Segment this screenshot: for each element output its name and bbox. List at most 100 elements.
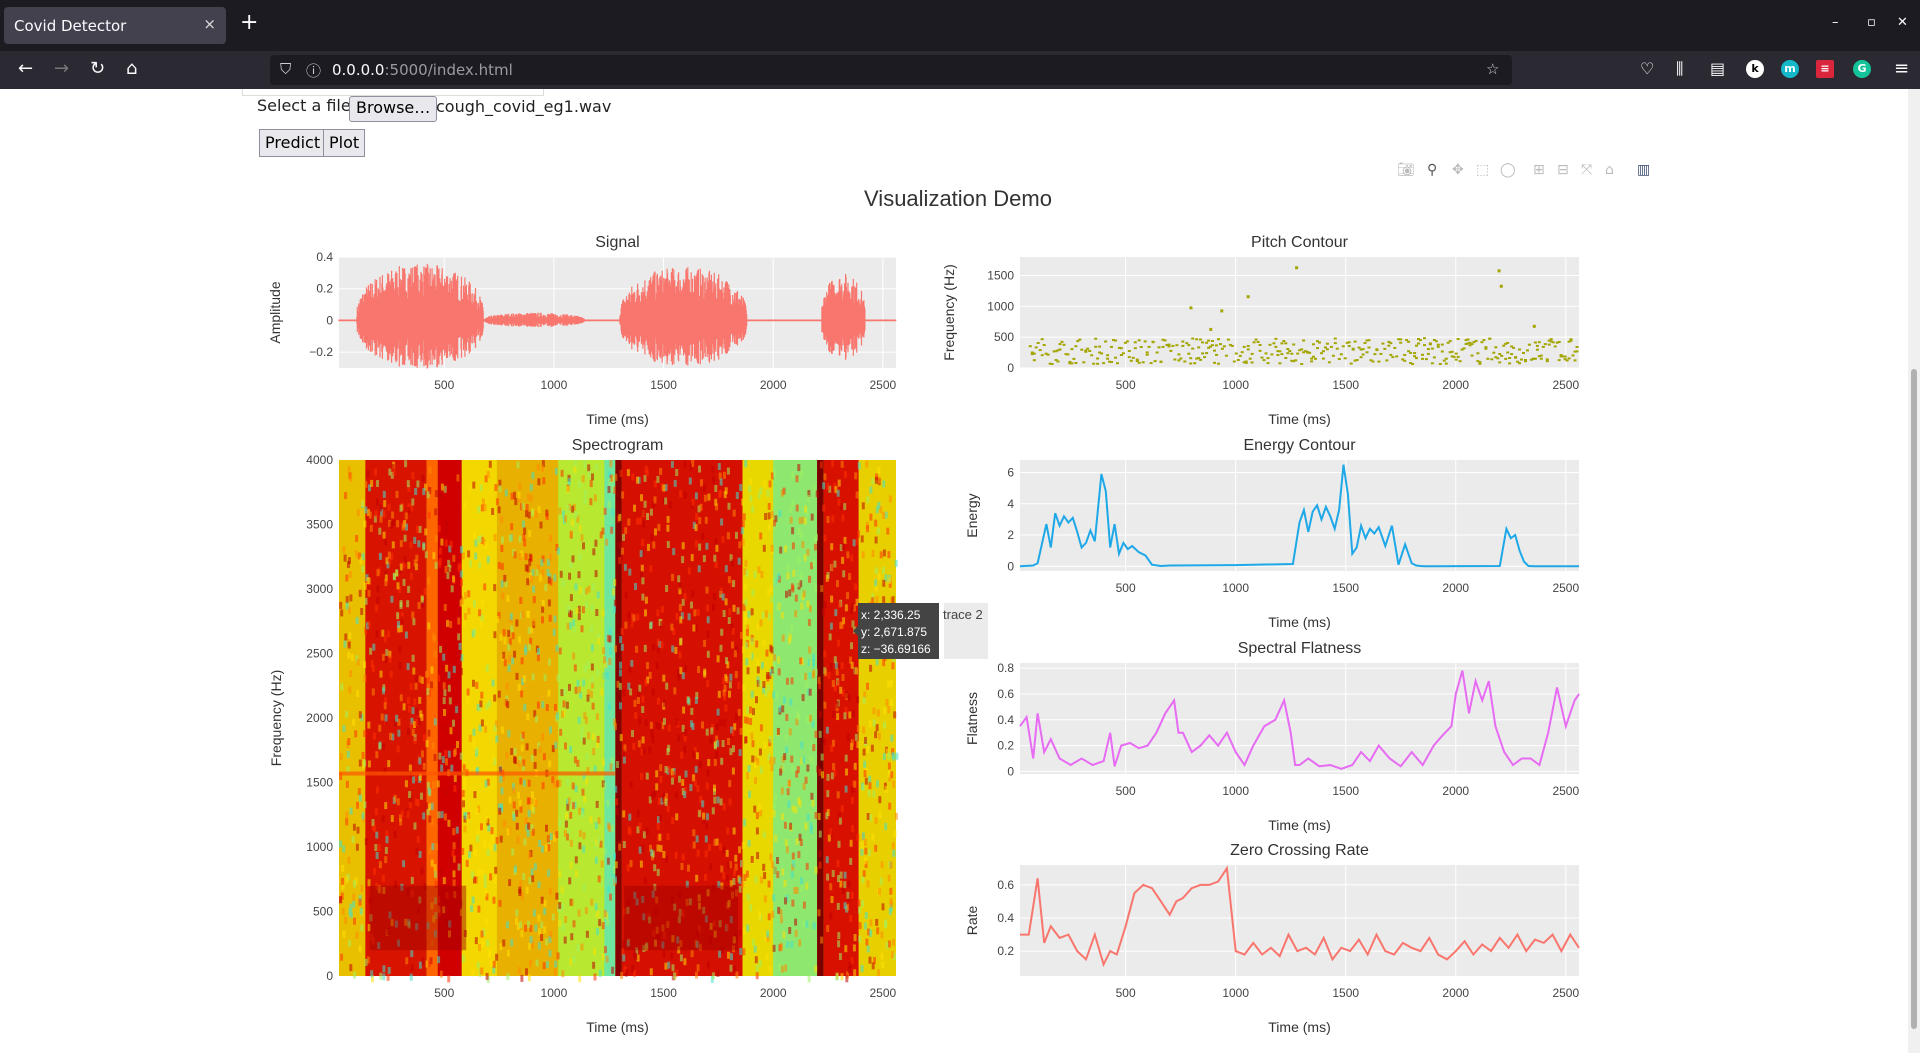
pitch-point	[1318, 341, 1321, 344]
menu-icon[interactable]: ≡	[1894, 58, 1910, 79]
heatmap-cell	[731, 767, 735, 775]
y-tick-label: 0.4	[997, 713, 1014, 727]
heatmap-cell	[770, 764, 774, 771]
minimize-button[interactable]: –	[1832, 15, 1839, 30]
page-info-icon[interactable]: ⓘ	[306, 62, 322, 80]
extension-k-icon[interactable]: k	[1746, 60, 1764, 78]
new-tab-button[interactable]: +	[240, 10, 259, 35]
page-scrollbar[interactable]	[1908, 89, 1920, 1053]
heatmap-cell	[358, 589, 362, 597]
extension-m-icon[interactable]: m	[1781, 60, 1799, 78]
sidebar-icon[interactable]: ▤	[1710, 59, 1726, 78]
heatmap-cell	[478, 609, 482, 617]
forward-arrow-icon[interactable]: →	[54, 58, 70, 79]
heatmap-cell	[537, 478, 541, 486]
heatmap-cell	[684, 665, 688, 673]
url-text[interactable]: 0.0.0.0:5000/index.html	[332, 61, 513, 79]
close-window-button[interactable]: ✕	[1897, 15, 1908, 30]
zoom-in-icon[interactable]: ⊞	[1533, 162, 1545, 178]
heatmap-cell	[666, 748, 670, 756]
pitch-point	[1215, 344, 1218, 347]
pocket-icon[interactable]: ♡	[1640, 59, 1655, 78]
heatmap-cell	[641, 736, 645, 744]
heatmap-cell	[729, 880, 733, 888]
plot-area[interactable]	[1020, 865, 1579, 976]
heatmap-cell	[602, 647, 606, 655]
heatmap-cell	[769, 853, 773, 861]
url-bar[interactable]: ⛉ ⓘ 0.0.0.0:5000/index.html ☆	[270, 55, 1512, 85]
heatmap-cell	[448, 545, 452, 553]
heatmap-cell	[877, 969, 880, 977]
tab-close-icon[interactable]: ×	[203, 15, 216, 33]
heatmap-cell	[356, 658, 360, 666]
heatmap-cell	[592, 548, 596, 556]
heatmap-cell	[584, 907, 588, 915]
heatmap-cell	[584, 587, 588, 595]
heatmap-cell	[606, 799, 610, 807]
zoom-out-icon[interactable]: ⊟	[1557, 162, 1569, 178]
back-arrow-icon[interactable]: ←	[18, 58, 34, 79]
heatmap-cell	[351, 836, 355, 843]
extension-todoist-icon[interactable]: ≡	[1816, 60, 1834, 78]
tooltip-z: z: −36.69166	[861, 642, 931, 656]
heatmap-cell	[643, 474, 647, 482]
heatmap-cell	[746, 667, 750, 675]
predict-button[interactable]: Predict	[259, 129, 327, 157]
restore-button[interactable]: ▫	[1867, 15, 1876, 30]
zoom-icon[interactable]: ⚲	[1427, 162, 1438, 178]
camera-icon[interactable]: 📷︎	[1397, 162, 1415, 178]
browser-tab[interactable]: Covid Detector ×	[4, 7, 226, 44]
heatmap-cell	[409, 722, 413, 730]
heatmap-cell	[636, 954, 640, 962]
heatmap-cell	[887, 770, 891, 778]
shield-icon[interactable]: ⛉	[280, 60, 292, 78]
heatmap-cell	[726, 827, 730, 835]
heatmap-cell	[457, 609, 461, 616]
heatmap-cell	[599, 840, 603, 848]
heatmap-cell	[646, 513, 649, 520]
reset-axes-icon[interactable]: ⌂	[1605, 162, 1614, 178]
pitch-point	[1559, 354, 1563, 357]
heatmap-cell	[478, 561, 482, 569]
heatmap-cell	[415, 708, 419, 715]
grammarly-icon[interactable]: G	[1853, 60, 1871, 78]
heatmap-cell	[480, 691, 484, 699]
heatmap-cell	[607, 886, 610, 894]
heatmap-cell	[475, 808, 479, 816]
pitch-point	[1549, 340, 1553, 343]
heatmap-cell	[506, 828, 510, 836]
pitch-point	[1331, 354, 1335, 357]
heatmap-cell	[844, 707, 848, 714]
heatmap-cell	[810, 792, 814, 800]
heatmap-cell	[474, 552, 478, 560]
pitch-point	[1294, 359, 1298, 362]
library-icon[interactable]: ⫼	[1676, 59, 1684, 78]
pitch-point	[1359, 348, 1363, 351]
heatmap-cell	[641, 695, 645, 703]
heatmap-cell	[339, 601, 343, 609]
bookmark-star-icon[interactable]: ☆	[1486, 60, 1500, 78]
plot-button[interactable]: Plot	[323, 129, 366, 157]
heatmap-cell	[782, 487, 786, 495]
plot-area[interactable]	[1020, 460, 1579, 571]
heatmap-cell	[452, 855, 456, 863]
heatmap-cell	[361, 499, 364, 507]
box-select-icon[interactable]: ⬚	[1476, 162, 1490, 178]
pan-icon[interactable]: ✥	[1452, 162, 1464, 178]
plotly-logo-icon[interactable]: ▥	[1637, 162, 1651, 178]
heatmap-cell	[579, 691, 583, 699]
heatmap-cell	[826, 873, 830, 881]
browse-button[interactable]: Browse…	[349, 96, 438, 122]
scrollbar-thumb[interactable]	[1911, 369, 1917, 1029]
heatmap-cell	[749, 495, 753, 503]
heatmap-cell	[751, 939, 755, 946]
heatmap-cell	[812, 559, 816, 567]
lasso-icon[interactable]: ◯	[1500, 162, 1516, 178]
plot-area[interactable]	[1020, 257, 1579, 368]
heatmap-cell	[374, 844, 378, 851]
home-icon[interactable]: ⌂	[126, 58, 138, 79]
heatmap-cell	[413, 822, 417, 830]
y-tick-label: 0.4	[316, 250, 333, 264]
reload-icon[interactable]: ↻	[90, 58, 106, 79]
autoscale-icon[interactable]: ⤧	[1581, 162, 1593, 178]
